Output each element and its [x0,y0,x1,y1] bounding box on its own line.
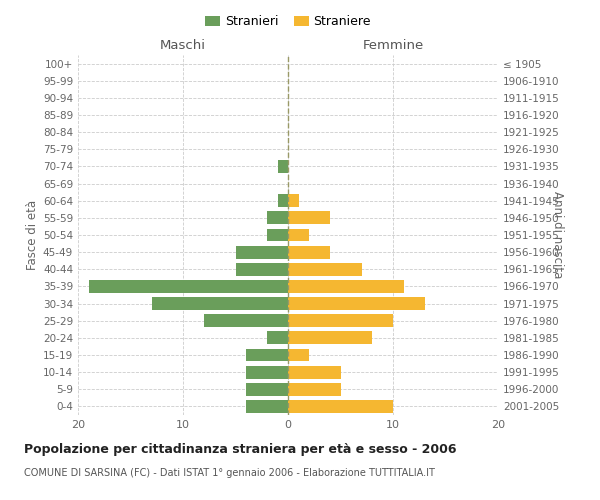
Text: COMUNE DI SARSINA (FC) - Dati ISTAT 1° gennaio 2006 - Elaborazione TUTTITALIA.IT: COMUNE DI SARSINA (FC) - Dati ISTAT 1° g… [24,468,435,477]
Legend: Stranieri, Straniere: Stranieri, Straniere [201,11,375,32]
Bar [246,366,288,378]
Bar [288,263,361,276]
Bar [204,314,288,327]
Bar [288,348,309,362]
Bar [288,400,393,413]
Y-axis label: Fasce di età: Fasce di età [26,200,39,270]
Bar [288,246,330,258]
Bar [246,348,288,362]
Bar [288,212,330,224]
Bar [246,383,288,396]
Bar [88,280,288,293]
Bar [277,160,288,173]
Text: Maschi: Maschi [160,40,206,52]
Bar [288,383,341,396]
Bar [288,366,341,378]
Text: Femmine: Femmine [362,40,424,52]
Bar [288,332,372,344]
Bar [151,297,288,310]
Bar [288,194,299,207]
Bar [267,332,288,344]
Bar [235,246,288,258]
Y-axis label: Anni di nascita: Anni di nascita [551,192,564,278]
Bar [267,212,288,224]
Bar [288,297,425,310]
Bar [235,263,288,276]
Bar [288,228,309,241]
Text: Popolazione per cittadinanza straniera per età e sesso - 2006: Popolazione per cittadinanza straniera p… [24,442,457,456]
Bar [277,194,288,207]
Bar [288,280,404,293]
Bar [246,400,288,413]
Bar [288,314,393,327]
Bar [267,228,288,241]
